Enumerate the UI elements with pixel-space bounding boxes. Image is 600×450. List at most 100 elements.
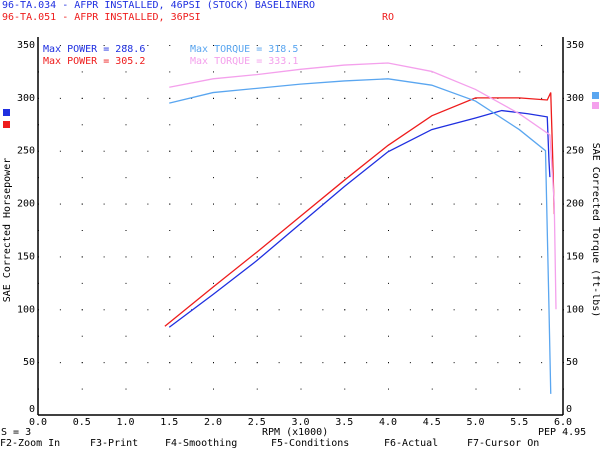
- fkey-conditions[interactable]: F5-Conditions: [271, 438, 350, 449]
- grid-dot: [453, 45, 455, 46]
- grid-dot: [169, 203, 171, 205]
- grid-dot: [234, 309, 236, 311]
- grid-dot: [81, 335, 83, 337]
- grid-dot: [256, 203, 258, 205]
- grid-dot: [213, 150, 214, 152]
- grid-dot: [344, 124, 346, 126]
- grid-dot: [125, 335, 127, 337]
- x-tick-label: 6.0: [554, 417, 572, 428]
- grid-dot: [300, 335, 302, 337]
- grid-dot: [147, 45, 149, 46]
- grid-dot: [169, 71, 171, 73]
- x-tick-label: 1.0: [116, 417, 134, 428]
- grid-dot: [519, 150, 521, 152]
- grid-dot: [344, 71, 346, 73]
- grid-dot: [344, 362, 346, 364]
- grid-dot: [169, 177, 171, 179]
- grid-dot: [475, 203, 477, 205]
- fkey-cursor[interactable]: F7-Cursor On: [467, 438, 540, 449]
- grid-dot: [300, 230, 302, 231]
- x-tick-label: 4.5: [423, 417, 441, 428]
- grid-dot: [344, 388, 346, 390]
- grid-dot: [125, 203, 127, 205]
- grid-dot: [453, 256, 455, 258]
- grid-dot: [300, 309, 302, 311]
- y2-axis-label: SAE Corrected Torque (ft-lbs): [590, 143, 600, 318]
- grid-dot: [300, 71, 302, 73]
- grid-dot: [278, 203, 280, 205]
- grid-dot: [234, 256, 236, 258]
- grid-dot: [322, 150, 324, 152]
- run1-title: 96-TA.034 - AFPR INSTALLED, 46PSI (STOCK…: [2, 0, 316, 11]
- x-tick-label: 0.0: [29, 417, 47, 428]
- grid-dot: [322, 256, 324, 258]
- grid-dot: [366, 309, 368, 311]
- grid-dot: [475, 282, 477, 284]
- grid-dot: [497, 203, 499, 205]
- grid-dot: [125, 256, 127, 258]
- grid-dot: [81, 388, 83, 390]
- legend-swatch-run1-power: [3, 109, 10, 116]
- grid-dot: [322, 309, 324, 311]
- grid-dot: [431, 362, 433, 364]
- run2-title: 96-TA.051 - AFPR INSTALLED, 36PSI: [2, 12, 201, 23]
- grid-dot: [388, 309, 389, 311]
- grid-dot: [322, 45, 324, 46]
- y-tick-label: 50: [23, 357, 35, 368]
- grid-dot: [519, 45, 521, 46]
- grid-dot: [125, 177, 127, 179]
- grid-dot: [213, 256, 214, 258]
- y-tick-label: 150: [17, 251, 35, 262]
- grid-dot: [431, 97, 433, 99]
- grid-dot: [519, 362, 521, 364]
- grid-dot: [103, 150, 105, 152]
- grid-dot: [344, 97, 346, 99]
- grid-dot: [300, 256, 302, 258]
- grid-dot: [59, 45, 61, 46]
- grid-dot: [519, 282, 521, 284]
- legend-swatch-run2-power: [3, 121, 10, 128]
- grid-dot: [191, 150, 193, 152]
- grid-dot: [169, 97, 171, 99]
- pep-value: PEP 4.95: [538, 427, 587, 438]
- grid-dot: [213, 335, 214, 337]
- grid-dot: [519, 203, 521, 205]
- y-tick-label: 350: [17, 40, 35, 51]
- grid-dot: [453, 362, 455, 364]
- grid-dot: [278, 45, 280, 46]
- grid-dot: [388, 45, 389, 46]
- grid-dot: [388, 362, 389, 364]
- y2-tick-label: 150: [566, 251, 584, 262]
- grid-dot: [431, 309, 433, 311]
- grid-dot: [234, 203, 236, 205]
- grid-dot: [103, 203, 105, 205]
- grid-dot: [541, 97, 543, 99]
- grid-dot: [541, 45, 543, 46]
- fkey-smoothing[interactable]: F4-Smoothing: [165, 438, 238, 449]
- grid-dot: [213, 230, 214, 231]
- grid-dot: [81, 203, 83, 205]
- legend-swatch-run1-torque: [592, 92, 599, 99]
- run1-max-power: Max POWER = 288.6: [43, 44, 146, 55]
- grid-dot: [431, 150, 433, 152]
- grid-dot: [300, 282, 302, 284]
- grid-dot: [59, 203, 61, 205]
- grid-dot: [366, 45, 368, 46]
- grid-dot: [431, 230, 433, 231]
- grid-dot: [103, 362, 105, 364]
- grid-dot: [59, 256, 61, 258]
- fkey-zoom[interactable]: F2-Zoom In: [0, 438, 61, 449]
- grid-dot: [256, 282, 258, 284]
- fkey-actual[interactable]: F6-Actual: [384, 438, 439, 449]
- grid-dot: [256, 309, 258, 311]
- grid-dot: [388, 256, 389, 258]
- grid-dot: [344, 203, 346, 205]
- fkey-print[interactable]: F3-Print: [90, 438, 139, 449]
- grid-dot: [344, 230, 346, 231]
- grid-dot: [169, 256, 171, 258]
- grid-dot: [431, 388, 433, 390]
- grid-dot: [300, 388, 302, 390]
- series-line-1: [164, 92, 555, 327]
- grid-dot: [431, 124, 433, 126]
